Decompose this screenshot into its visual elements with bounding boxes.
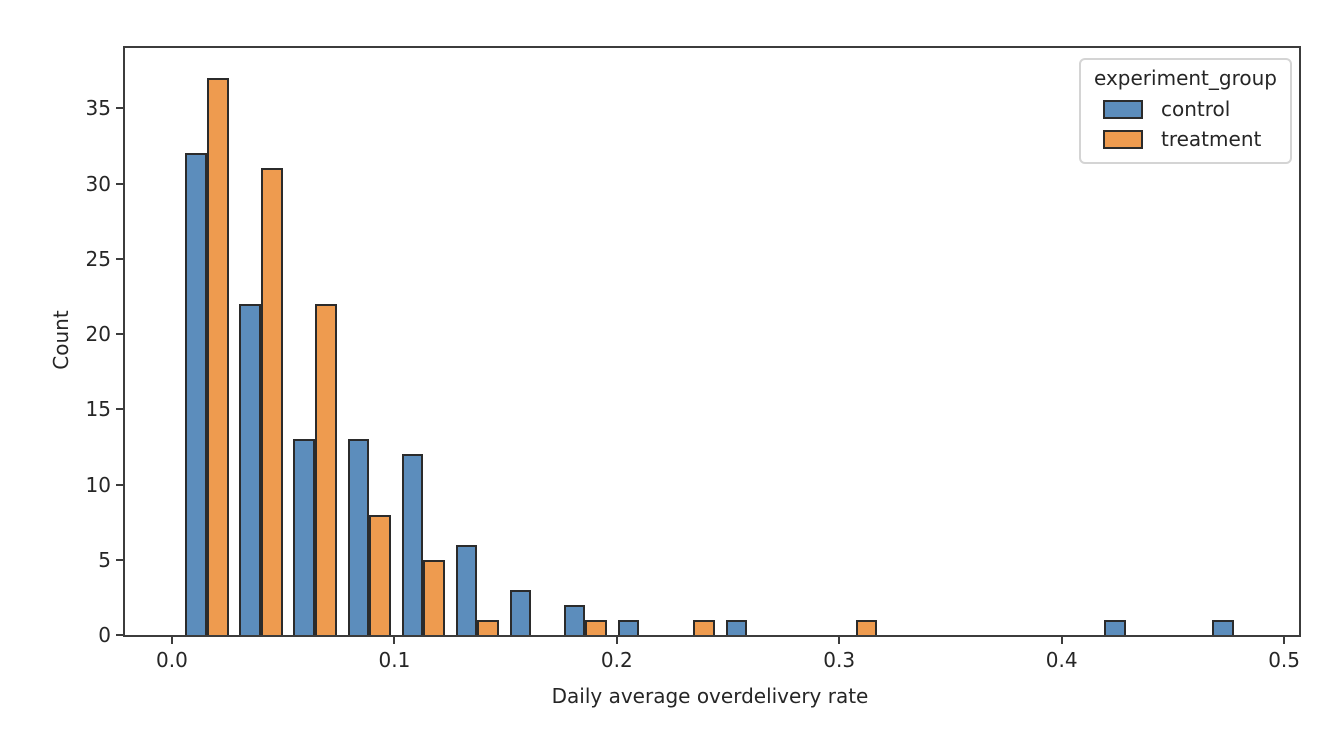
histogram-bar-control-bin10 xyxy=(725,619,748,635)
x-tick-label: 0.1 xyxy=(378,648,411,672)
histogram-bar-treatment-bin9 xyxy=(693,619,715,635)
y-tick-mark xyxy=(116,634,123,636)
y-tick-mark xyxy=(116,182,123,185)
legend-title: experiment_group xyxy=(1094,66,1277,90)
y-tick-mark xyxy=(116,107,123,110)
histogram-bar-control-bin17 xyxy=(1104,619,1126,635)
histogram-bar-treatment-bin12 xyxy=(855,619,878,635)
histogram-bar-control-bin7 xyxy=(563,604,586,635)
histogram-bar-control-bin3 xyxy=(347,439,370,635)
histogram-bar-treatment-bin2 xyxy=(315,303,337,635)
x-axis-label: Daily average overdelivery rate xyxy=(551,684,869,708)
histogram-bar-control-bin0 xyxy=(185,153,207,635)
histogram-bar-control-bin2 xyxy=(293,439,315,635)
x-tick-label: 0.4 xyxy=(1045,648,1078,672)
histogram-bar-treatment-bin5 xyxy=(477,619,499,635)
y-tick-mark xyxy=(116,483,123,486)
histogram-bar-treatment-bin1 xyxy=(261,168,283,635)
y-tick-label: 35 xyxy=(85,96,111,121)
y-tick-label: 20 xyxy=(85,322,111,346)
legend-row-control: control xyxy=(1081,94,1290,124)
histogram-bar-control-bin1 xyxy=(239,303,261,635)
y-tick-mark xyxy=(116,408,123,411)
x-tick-mark xyxy=(615,637,618,644)
y-tick-label: 15 xyxy=(85,397,111,422)
y-tick-mark xyxy=(116,558,123,561)
legend-color-patch-treatment xyxy=(1103,129,1143,149)
histogram-bar-control-bin19 xyxy=(1212,619,1234,635)
y-tick-label: 10 xyxy=(85,472,111,497)
legend-label: treatment xyxy=(1161,127,1262,151)
y-axis-label: Count xyxy=(49,310,73,370)
y-tick-label: 0 xyxy=(98,623,111,647)
legend-items: control treatment xyxy=(1081,94,1290,154)
x-tick-label: 0.5 xyxy=(1268,648,1300,672)
histogram-bar-treatment-bin3 xyxy=(369,514,391,635)
histogram-bar-control-bin4 xyxy=(401,454,424,635)
x-tick-label: 0.3 xyxy=(823,648,856,672)
histogram-bar-treatment-bin4 xyxy=(423,559,445,635)
legend-label: control xyxy=(1161,97,1231,121)
histogram-bar-treatment-bin7 xyxy=(585,619,607,635)
legend-row-treatment: treatment xyxy=(1081,124,1290,154)
x-tick-label: 0.2 xyxy=(600,648,633,672)
x-tick-mark xyxy=(170,637,173,644)
histogram-bar-treatment-bin0 xyxy=(207,78,229,635)
histogram-bar-control-bin5 xyxy=(455,544,478,635)
legend-color-patch-control xyxy=(1103,99,1143,119)
x-tick-mark xyxy=(1060,637,1063,644)
histogram-bar-control-bin6 xyxy=(509,589,532,635)
x-tick-mark xyxy=(838,637,841,644)
legend: experiment_group control treatment xyxy=(1079,58,1292,164)
histogram-bar-control-bin8 xyxy=(617,619,640,635)
y-tick-label: 30 xyxy=(85,171,111,196)
y-tick-label: 25 xyxy=(85,246,111,271)
y-tick-mark xyxy=(116,333,123,335)
x-tick-mark xyxy=(1283,637,1286,644)
y-tick-mark xyxy=(116,257,123,260)
x-tick-label: 0.0 xyxy=(155,648,188,672)
x-tick-mark xyxy=(393,637,396,644)
y-tick-label: 5 xyxy=(98,547,111,572)
